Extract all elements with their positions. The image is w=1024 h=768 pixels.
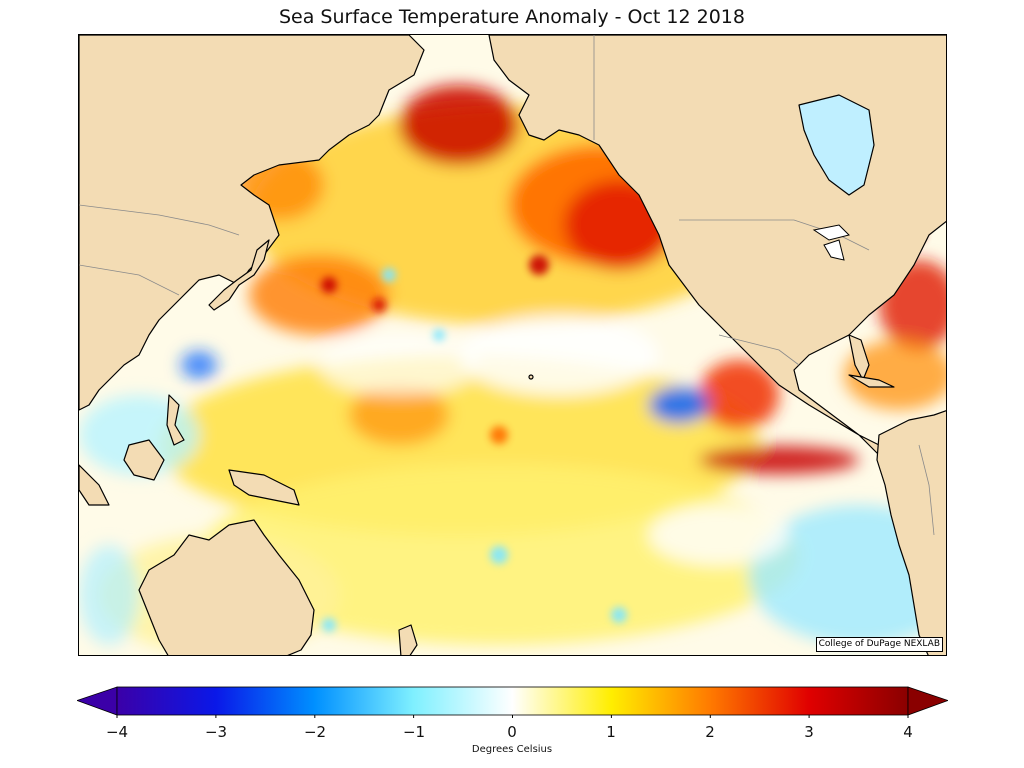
colorbar-tick-label: −4	[105, 723, 129, 741]
colorbar-tick-label: 3	[804, 723, 814, 741]
colorbar-tick-label: −2	[303, 723, 327, 741]
new-zealand-island	[398, 624, 418, 655]
hudson-bay	[798, 94, 875, 196]
japan-island	[208, 239, 270, 311]
map-canvas	[79, 35, 946, 655]
credit-label: College of DuPage NEXLAB	[815, 637, 943, 652]
asia-landmass	[79, 35, 425, 411]
australia-landmass	[138, 519, 315, 655]
hawaii-islands	[528, 374, 534, 380]
colorbar-svg	[75, 686, 950, 719]
cuba-island	[848, 374, 895, 388]
great-lakes	[812, 224, 850, 261]
colorbar-extend-low	[75, 686, 118, 716]
sst-anomaly-map: College of DuPage NEXLAB	[78, 34, 947, 656]
colorbar-gradient	[116, 686, 909, 716]
sumatra-island	[79, 464, 110, 506]
florida-peninsula	[848, 334, 870, 381]
colorbar-extend-high	[907, 686, 950, 716]
philippines-islands	[166, 394, 185, 446]
south-america-landmass	[876, 410, 946, 655]
colorbar-units-label: Degrees Celsius	[471, 744, 553, 755]
colorbar	[75, 686, 950, 719]
borneo-island	[123, 439, 165, 481]
colorbar-tick-label: −3	[204, 723, 228, 741]
colorbar-ticks	[116, 715, 909, 719]
land	[79, 35, 946, 655]
new-guinea-island	[228, 469, 300, 506]
map-title: Sea Surface Temperature Anomaly - Oct 12…	[279, 6, 745, 28]
colorbar-tick-label: 4	[903, 723, 913, 741]
colorbar-tick-label: −1	[402, 723, 426, 741]
political-borders	[79, 35, 935, 536]
colorbar-tick-label: 2	[705, 723, 715, 741]
colorbar-tick-label: 0	[507, 723, 517, 741]
colorbar-tick-label: 1	[606, 723, 616, 741]
